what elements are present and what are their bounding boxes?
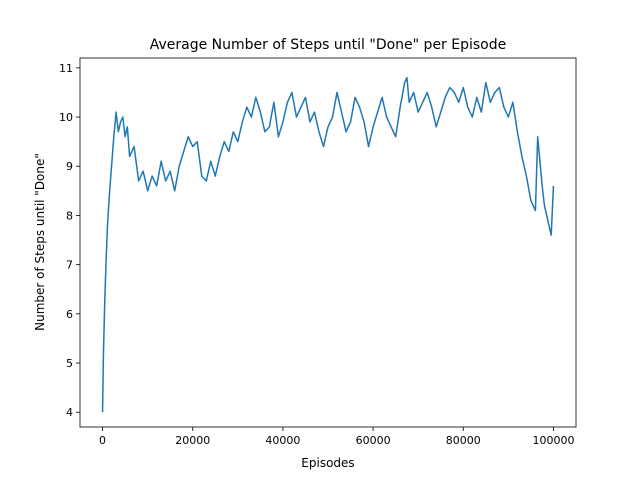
chart-title: Average Number of Steps until "Done" per… <box>150 37 507 53</box>
x-tick-label: 80000 <box>446 434 481 447</box>
y-axis: 4 5 6 7 8 9 10 11 <box>59 62 80 419</box>
x-tick-label: 20000 <box>175 434 210 447</box>
y-tick-label: 11 <box>59 62 73 75</box>
x-tick-label: 40000 <box>265 434 300 447</box>
y-tick-label: 5 <box>66 357 73 370</box>
plot-area <box>101 76 555 413</box>
x-tick-label: 60000 <box>356 434 391 447</box>
y-tick-label: 6 <box>66 308 73 321</box>
y-tick-label: 4 <box>66 406 73 419</box>
axes-frame <box>79 57 577 428</box>
x-tick-label: 0 <box>99 434 106 447</box>
x-axis: 0 20000 40000 60000 80000 100000 <box>99 427 574 447</box>
x-tick-label: 100000 <box>532 434 574 447</box>
y-tick-label: 8 <box>66 209 73 222</box>
y-tick-label: 10 <box>59 111 73 124</box>
y-axis-label: Number of Steps until "Done" <box>33 153 47 331</box>
y-tick-label: 9 <box>66 160 73 173</box>
x-axis-label: Episodes <box>301 456 354 470</box>
series-line <box>101 76 555 413</box>
y-tick-label: 7 <box>66 259 73 272</box>
